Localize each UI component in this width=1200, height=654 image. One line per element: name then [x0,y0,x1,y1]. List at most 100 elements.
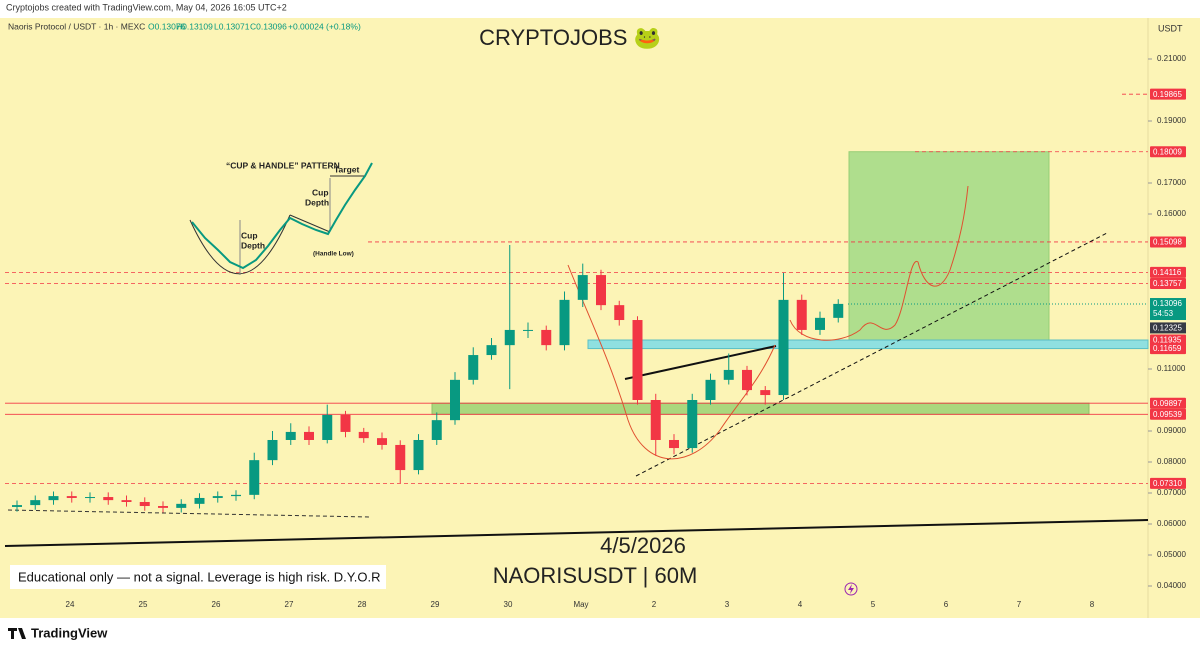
candle-body [66,496,77,498]
candle-body [431,420,442,440]
projection-curve [789,185,969,341]
price-label: 0.15098 [1153,238,1182,247]
price-label-box [1150,343,1186,355]
candle-body [833,303,844,318]
price-label: 0.14116 [1153,268,1182,277]
resistance-zone [587,339,1149,350]
price-label-box [1150,266,1186,278]
zones [431,151,1149,415]
depth-label: Depth [305,197,329,207]
mini-handle [289,214,331,233]
price-axis: 0.21000 0.19000 0.17000 0.16000 0.11000 0.090… [1148,54,1186,590]
candle-body [48,496,59,501]
candle-body [705,379,716,400]
pattern-title: “CUP & HANDLE” PATTERN [226,160,340,170]
candle-body [413,439,424,471]
candle-body [377,438,387,445]
price-label: 0.18009 [1153,147,1182,156]
price-label: 0.13757 [1153,279,1182,288]
logo-mark[interactable] [8,628,26,639]
countdown: 54:53 [1153,309,1174,318]
candle-body [504,329,515,346]
handle-low-label: (Handle Low) [313,251,354,258]
drawings [4,185,1149,547]
price-label-box [1150,236,1186,248]
symbol-legend: Naoris Protocol / USDT · 1h · MEXC O0.13… [8,21,361,31]
candle-body [322,414,333,440]
y-tick-label: 0.19000 [1157,116,1186,125]
price-label-box [1150,146,1186,158]
candle-body [395,444,406,471]
price-label-box [1150,477,1186,489]
ohlc-high: H0.13109 [176,21,213,31]
pattern-illustration: “CUP & HANDLE” PATTERN Cup Depth Cup Dep… [189,160,373,275]
candle-body [267,439,278,461]
candle-body [669,439,679,449]
x-tick-label: 2 [652,600,657,609]
x-tick-label: 4 [798,600,803,609]
y-tick-label: 0.17000 [1157,178,1186,187]
pair-text: NAORISUSDT | 60M [493,563,698,588]
candle-body [12,505,22,507]
x-tick-label: 26 [212,600,221,609]
crosshair-price-box [1150,322,1186,334]
price-label: 0.11935 [1153,336,1182,345]
levels: 0.19865 0.18009 0.15098 0.14116 0.13757 0.119… [5,88,1186,489]
candle-body [249,460,260,495]
x-tick-label: 5 [871,600,876,609]
candle-body [632,320,643,400]
disclaimer-box [10,565,386,589]
candle-body [158,506,168,508]
candle-body [486,345,497,356]
candle-body [815,317,825,330]
x-tick-label: 3 [725,600,730,609]
cup-label: Cup [241,230,258,240]
x-tick-label: 24 [66,600,75,609]
candle-body [687,400,698,449]
ohlc-change: +0.00024 (+0.18%) [288,21,361,31]
price-label: 0.07310 [1153,479,1182,488]
symbol: Naoris Protocol / USDT · 1h · MEXC [8,21,145,31]
disclaimer: Educational only — not a signal. Leverag… [18,569,381,584]
y-tick-label: 0.04000 [1157,581,1186,590]
candle-body [212,496,223,498]
support-zone [431,402,1090,415]
logo[interactable]: TradingView [8,625,108,640]
x-tick-label: 8 [1090,600,1095,609]
x-tick-label: 29 [431,600,440,609]
candle-body [121,500,132,502]
candle-body [231,494,241,497]
candle-body [559,299,570,346]
price-label: 0.19865 [1153,90,1182,99]
price-label-box [1150,88,1186,100]
price-label-box [1150,397,1186,409]
candle-body [650,400,661,440]
y-tick-label: 0.16000 [1157,209,1186,218]
candle-body [304,431,314,440]
time-axis: 24 25 26 27 28 29 30 May 2 3 4 5 6 7 8 [66,600,1095,609]
candle-body [139,501,150,507]
icon-bolt[interactable] [848,584,854,594]
y-tick-label: 0.07000 [1157,488,1186,497]
candle-body [340,414,351,432]
last-price-label: 0.13096 [1153,299,1182,308]
price-label: 0.09897 [1153,399,1182,408]
target-label: Target [334,164,360,174]
candle-body [778,299,789,396]
y-tick-label: 0.09000 [1157,426,1186,435]
price-label-box [1150,334,1186,346]
price-label: 0.11659 [1153,344,1182,353]
logo-text[interactable]: TradingView [31,625,108,640]
neckline [624,345,777,380]
lightning-icon[interactable] [844,582,858,596]
base-line [7,509,371,518]
candle-body [85,497,95,499]
price-label-box [1150,278,1186,290]
date-text: 4/5/2026 [600,533,686,558]
x-tick-label: 27 [285,600,294,609]
icon-ring[interactable] [844,582,858,596]
target-zone [848,151,1050,341]
last-price-box [1150,298,1186,321]
